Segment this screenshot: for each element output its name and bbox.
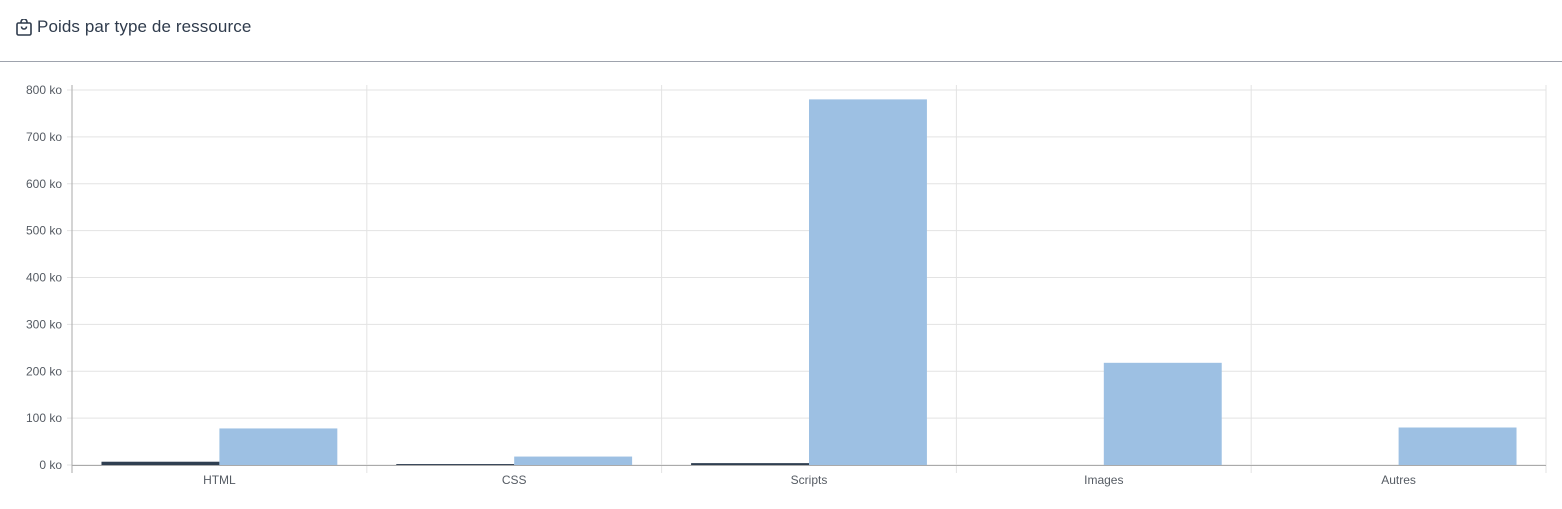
bar-html-series-2[interactable] [219,428,338,465]
tick-labels: 0 ko 100 ko 200 ko 300 ko 400 ko 500 ko 600 ko… [26,83,1416,487]
x-tick-label: HTML [203,473,236,487]
y-tick-label: 200 ko [26,364,62,378]
y-tick-label: 400 ko [26,271,62,285]
x-tick-label: Images [1084,473,1123,487]
bar-html-series-1[interactable] [101,461,220,465]
bar-css-series-2[interactable] [514,456,633,465]
y-tick-label: 500 ko [26,224,62,238]
bar-autres-series-2[interactable] [1398,427,1517,466]
y-tick-label: 0 ko [39,458,62,472]
shopping-bag-icon [16,19,32,36]
axes [71,85,1546,473]
bar-scripts-series-1[interactable] [691,463,809,465]
y-tick-label: 600 ko [26,177,62,191]
y-tick-label: 800 ko [26,83,62,97]
grid-lines [67,85,1547,473]
bar-chart: 0 ko 100 ko 200 ko 300 ko 400 ko 500 ko 600 ko… [26,83,1547,487]
y-tick-label: 700 ko [26,130,62,144]
x-tick-label: Autres [1381,473,1416,487]
bars [101,99,1517,466]
y-tick-label: 100 ko [26,411,62,425]
bar-css-series-1[interactable] [396,464,515,465]
y-tick-label: 300 ko [26,317,62,331]
x-tick-label: CSS [502,473,527,487]
chart-header: Poids par type de ressource [0,0,1562,62]
x-tick-label: Scripts [791,473,828,487]
bar-images-series-2[interactable] [1103,362,1222,465]
bar-scripts-series-2[interactable] [809,99,927,465]
chart-title: Poids par type de ressource [37,17,252,36]
